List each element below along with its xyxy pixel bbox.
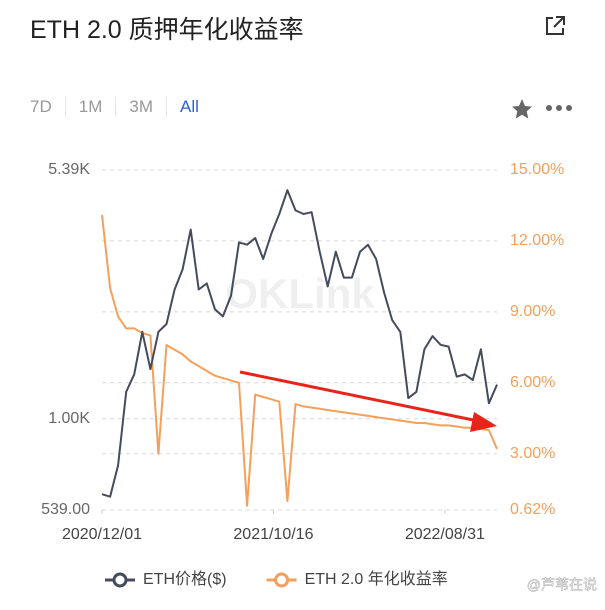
y2-tick-label: 12.00% xyxy=(510,232,564,249)
series-line xyxy=(101,214,498,507)
legend-label: ETH 2.0 年化收益率 xyxy=(305,570,448,588)
x-tick-label: 2021/10/16 xyxy=(233,526,313,543)
y2-tick-label: 9.00% xyxy=(510,303,555,320)
page-title: ETH 2.0 质押年化收益率 xyxy=(30,16,304,44)
share-icon[interactable] xyxy=(543,14,567,38)
y-tick-label: 5.39K xyxy=(48,161,90,178)
legend-marker xyxy=(112,572,128,588)
y2-tick-label: 6.00% xyxy=(510,374,555,391)
range-button[interactable]: All xyxy=(165,97,212,117)
more-icon[interactable] xyxy=(545,103,575,113)
range-button[interactable]: 1M xyxy=(64,97,116,117)
range-buttons: 7D 1M 3M All xyxy=(30,97,212,117)
range-button[interactable]: 7D xyxy=(30,97,52,116)
y2-tick-label: 15.00% xyxy=(510,161,564,178)
x-tick-label: 2020/12/01 xyxy=(62,526,142,543)
trend-arrowhead xyxy=(470,412,497,432)
legend-marker xyxy=(274,572,290,588)
star-icon[interactable] xyxy=(511,98,533,120)
y-tick-label: 539.00 xyxy=(41,501,90,518)
y2-tick-label: 3.00% xyxy=(510,445,555,462)
legend-label: ETH价格($) xyxy=(143,570,227,588)
x-tick-label: 2022/08/31 xyxy=(405,526,485,543)
y-tick-label: 1.00K xyxy=(48,410,90,427)
author-watermark: @芦苇在说 xyxy=(527,577,597,593)
y2-tick-label: 0.62% xyxy=(510,501,555,518)
range-button[interactable]: 3M xyxy=(115,97,166,117)
series-line xyxy=(101,189,498,498)
trend-arrow xyxy=(239,370,479,423)
